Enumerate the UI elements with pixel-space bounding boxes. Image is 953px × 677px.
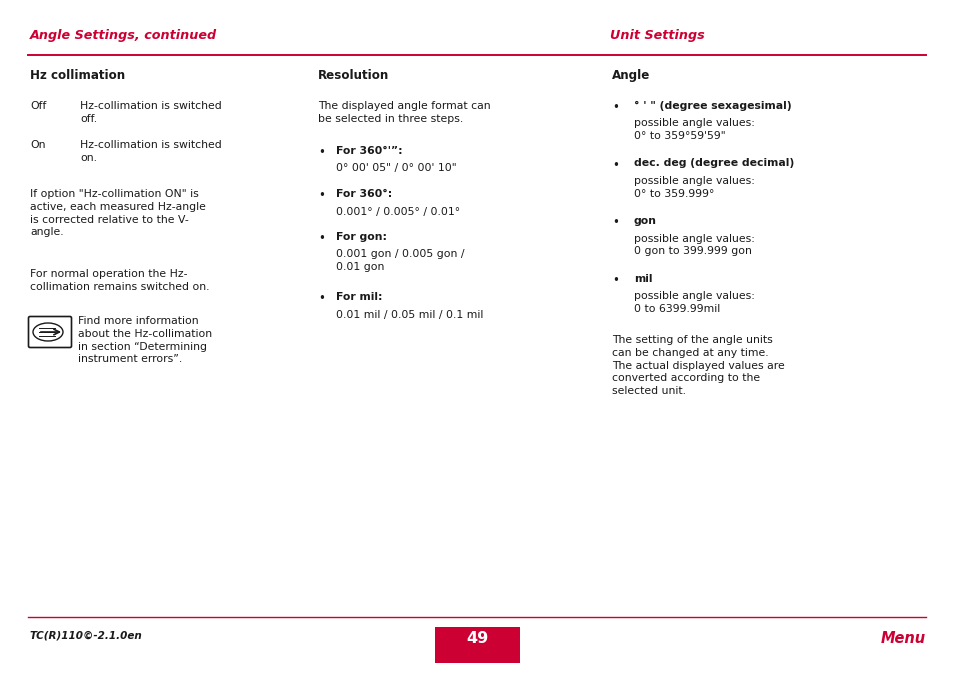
Text: If option "Hz-collimation ON" is
active, each measured Hz-angle
is corrected rel: If option "Hz-collimation ON" is active,…: [30, 189, 206, 238]
Text: •: •: [317, 232, 325, 245]
Text: 0.001° / 0.005° / 0.01°: 0.001° / 0.005° / 0.01°: [335, 206, 459, 217]
Text: 0.01 mil / 0.05 mil / 0.1 mil: 0.01 mil / 0.05 mil / 0.1 mil: [335, 310, 483, 320]
Text: For normal operation the Hz-
collimation remains switched on.: For normal operation the Hz- collimation…: [30, 269, 210, 292]
Text: The displayed angle format can
be selected in three steps.: The displayed angle format can be select…: [317, 101, 490, 124]
Text: •: •: [612, 274, 618, 286]
Text: Hz collimation: Hz collimation: [30, 69, 125, 82]
Text: •: •: [317, 292, 325, 305]
FancyBboxPatch shape: [29, 317, 71, 347]
Text: •: •: [612, 101, 618, 114]
Text: 0° 00' 05" / 0° 00' 10": 0° 00' 05" / 0° 00' 10": [335, 164, 456, 173]
Bar: [434, 627, 519, 663]
Text: dec. deg (degree decimal): dec. deg (degree decimal): [634, 158, 794, 169]
Text: Hz-collimation is switched
on.: Hz-collimation is switched on.: [80, 140, 221, 162]
Text: possible angle values:
0° to 359°59'59": possible angle values: 0° to 359°59'59": [634, 118, 754, 141]
Text: Angle: Angle: [612, 69, 650, 82]
Text: Resolution: Resolution: [317, 69, 389, 82]
Ellipse shape: [33, 323, 63, 341]
Text: •: •: [317, 146, 325, 159]
Text: For 360°'”:: For 360°'”:: [335, 146, 402, 156]
Text: possible angle values:
0 to 6399.99mil: possible angle values: 0 to 6399.99mil: [634, 291, 754, 314]
Text: Menu: Menu: [880, 631, 925, 646]
Text: For gon:: For gon:: [335, 232, 387, 242]
Text: Find more information
about the Hz-collimation
in section “Determining
instrumen: Find more information about the Hz-colli…: [78, 316, 212, 364]
Text: ° ' " (degree sexagesimal): ° ' " (degree sexagesimal): [634, 101, 791, 111]
Text: Angle Settings, continued: Angle Settings, continued: [30, 29, 217, 42]
Text: On: On: [30, 140, 46, 150]
Text: Hz-collimation is switched
off.: Hz-collimation is switched off.: [80, 101, 221, 124]
Text: possible angle values:
0° to 359.999°: possible angle values: 0° to 359.999°: [634, 176, 754, 199]
Text: mil: mil: [634, 274, 652, 284]
Text: possible angle values:
0 gon to 399.999 gon: possible angle values: 0 gon to 399.999 …: [634, 234, 754, 257]
Text: The setting of the angle units
can be changed at any time.
The actual displayed : The setting of the angle units can be ch…: [612, 335, 784, 396]
Text: For mil:: For mil:: [335, 292, 382, 303]
Text: •: •: [612, 158, 618, 171]
Text: 0.001 gon / 0.005 gon /
0.01 gon: 0.001 gon / 0.005 gon / 0.01 gon: [335, 250, 464, 272]
Text: 49: 49: [465, 631, 488, 646]
Text: •: •: [612, 216, 618, 229]
Text: •: •: [317, 189, 325, 202]
Text: For 360°:: For 360°:: [335, 189, 392, 199]
Text: Unit Settings: Unit Settings: [609, 29, 704, 42]
Text: gon: gon: [634, 216, 657, 226]
Text: Off: Off: [30, 101, 47, 111]
Text: TC(R)110©-2.1.0en: TC(R)110©-2.1.0en: [30, 631, 143, 641]
